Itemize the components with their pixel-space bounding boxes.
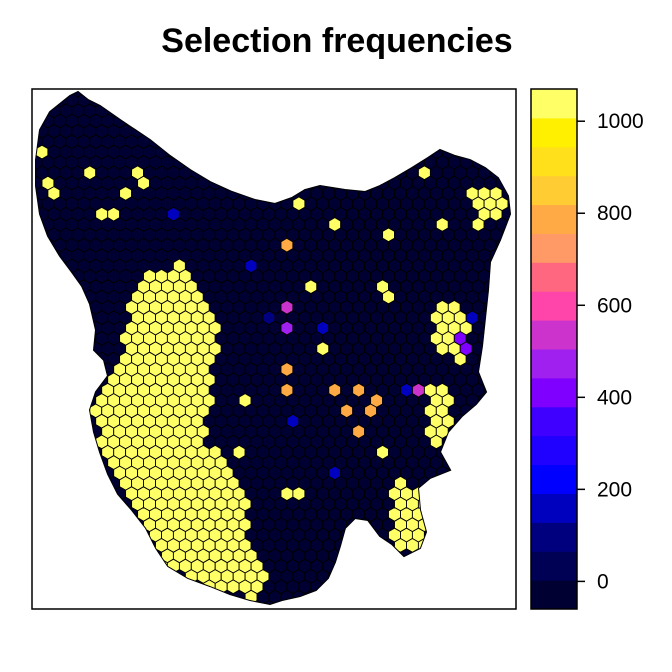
legend-tick-label: 200	[597, 478, 632, 501]
legend-bin	[531, 175, 577, 206]
chart-title: Selection frequencies	[161, 22, 513, 60]
legend-ticks: 0 200 400 600 800 1000	[577, 110, 644, 593]
legend-bin	[531, 117, 577, 148]
legend-bin	[531, 435, 577, 466]
legend-tick-label: 400	[597, 386, 632, 409]
legend-tick-label: 600	[597, 294, 632, 317]
legend-bin	[531, 89, 577, 119]
legend-tick-label: 0	[597, 570, 609, 593]
legend-bin	[531, 580, 577, 610]
legend-bin	[531, 320, 577, 350]
legend-bin	[531, 262, 577, 292]
legend-bin	[531, 349, 577, 379]
legend-tick-label: 800	[597, 202, 632, 225]
hex-cell	[250, 600, 264, 604]
color-legend: 0 200 400 600 800 1000	[530, 88, 644, 610]
legend-frame	[530, 88, 578, 610]
legend-bin	[531, 233, 577, 263]
legend-bin	[531, 291, 577, 321]
legend-bin	[531, 464, 577, 494]
legend-bins	[531, 89, 577, 610]
legend-bin	[531, 204, 577, 234]
legend-bin	[531, 377, 577, 408]
legend-bin	[531, 493, 577, 523]
legend-bin	[531, 406, 577, 437]
legend-tick-label: 1000	[597, 110, 644, 133]
hex-cell	[262, 600, 276, 604]
legend-bin	[531, 551, 577, 581]
legend-bin	[531, 522, 577, 552]
legend-bin	[531, 146, 577, 177]
